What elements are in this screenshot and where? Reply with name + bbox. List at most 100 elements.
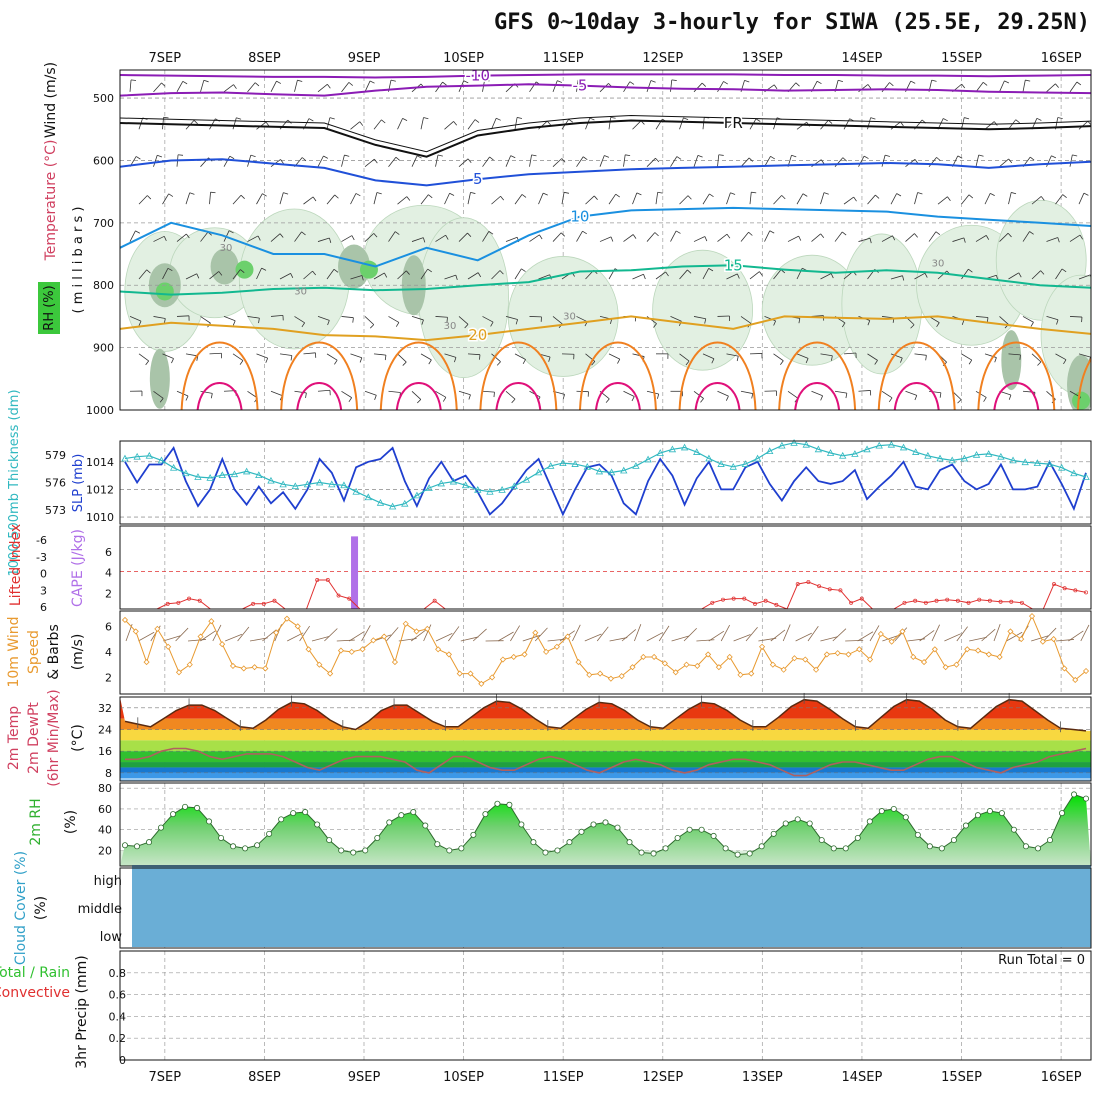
- wind-barb-staff: [444, 193, 450, 205]
- wind-barb-flag: [428, 359, 432, 365]
- ylabel-thickness: 1000-500mb Thickness (dm): [7, 389, 22, 576]
- wind10m-barb: [584, 633, 602, 642]
- cape-tick: 4: [105, 567, 112, 580]
- wind-speed-marker: [651, 653, 658, 661]
- wind-speed-marker: [802, 656, 809, 663]
- temp-contour-20: [120, 315, 1091, 342]
- wind-barb-staff: [153, 390, 164, 399]
- wind-barb-flag: [853, 196, 857, 202]
- contour-arch-magenta: [893, 382, 940, 410]
- wind-barb-staff: [482, 156, 490, 167]
- wind-barb-flag: [687, 195, 692, 200]
- wind10m-barb: [956, 626, 968, 642]
- lifted-index-marker: [934, 598, 939, 603]
- thickness-marker: [571, 460, 579, 467]
- thickness-marker: [522, 475, 531, 483]
- wind-barb-staff: [153, 155, 158, 167]
- rh-marker: [866, 818, 873, 825]
- rh-marker: [458, 845, 465, 852]
- wind-barb-staff: [726, 120, 735, 130]
- wind-barb-flag: [985, 235, 990, 240]
- wind-barb-staff: [458, 232, 468, 242]
- wind-barb-flag: [453, 121, 458, 126]
- rh-tick: 40: [98, 824, 112, 837]
- thickness-marker: [595, 467, 604, 475]
- wind-barb-staff: [279, 192, 284, 205]
- wind-barb-staff: [1031, 196, 1042, 205]
- wind-barb-staff: [646, 80, 652, 92]
- wind-speed-marker: [812, 666, 820, 673]
- wind-barb-staff: [599, 155, 605, 167]
- thickness-marker: [826, 449, 835, 456]
- thickness-marker: [972, 450, 981, 458]
- wind-barb-flag: [484, 79, 490, 82]
- wind-barb-staff: [717, 233, 728, 242]
- rh-marker: [374, 834, 381, 841]
- wind-barb-flag: [968, 194, 974, 199]
- wind10m-barb: [287, 632, 304, 642]
- wind-barb-staff: [702, 193, 710, 205]
- rh-marker: [662, 845, 669, 852]
- wind-barb-flag: [805, 358, 809, 364]
- temp-contour-15: [120, 264, 1091, 296]
- lifted-index-line: [125, 579, 1087, 610]
- rh-high-spot: [1072, 391, 1091, 410]
- wind-barb-flag: [709, 193, 714, 198]
- contour-label: 10: [570, 208, 589, 226]
- wind-speed-marker: [283, 615, 291, 622]
- wind-barb-flag: [802, 193, 808, 197]
- date-label-top: 12SEP: [642, 51, 683, 66]
- thickness-marker: [729, 462, 737, 470]
- rh-marker: [878, 808, 885, 815]
- wind-barb-staff: [1094, 316, 1100, 324]
- wind-barb-flag: [167, 267, 173, 272]
- wind-barb-flag: [329, 117, 335, 120]
- thickness-marker: [425, 484, 433, 491]
- panel-frame-upper_air: [119, 69, 1092, 411]
- wind-barb-flag: [798, 318, 801, 324]
- wind-barb-flag: [258, 318, 260, 324]
- wind-barb-staff: [373, 353, 386, 356]
- rh-marker: [962, 822, 969, 829]
- wind-barb-staff: [529, 234, 540, 242]
- wind-barb-staff: [303, 270, 313, 280]
- wind-barb-staff: [552, 232, 562, 242]
- thickness-marker: [802, 440, 810, 448]
- wind-speed-marker: [769, 661, 776, 668]
- wind-barb-staff: [576, 230, 583, 242]
- ylabel-cloudunit: (%): [33, 896, 49, 920]
- wind-barb-staff: [138, 195, 148, 205]
- wind-barb-flag: [604, 155, 610, 158]
- thickness-marker: [388, 502, 397, 510]
- wind-barb-staff: [209, 192, 211, 205]
- wind-barb-flag: [983, 397, 987, 402]
- wind-barb-flag: [186, 233, 190, 239]
- wind-tick: 6: [105, 620, 112, 633]
- wind-speed-marker: [899, 628, 906, 635]
- wind-barb-staff: [773, 195, 782, 205]
- wind10m-barb: [324, 628, 338, 642]
- wind-barb-staff: [317, 316, 330, 321]
- thickness-tick: 576: [45, 477, 66, 490]
- wind-barb-staff: [834, 231, 843, 242]
- wind10m-barb: [200, 630, 216, 642]
- wind-barb-flag: [748, 157, 754, 162]
- wind-speed-marker: [575, 659, 582, 666]
- wind-barb-staff: [646, 157, 656, 167]
- wind-barb-flag: [1019, 354, 1021, 360]
- wind10m-barb: [175, 627, 189, 642]
- wind10m-barb: [596, 626, 609, 642]
- contour-arch-magenta: [1094, 383, 1100, 410]
- thickness-marker: [133, 452, 141, 460]
- wind-barb-flag: [557, 80, 563, 83]
- wind-barb-staff: [514, 353, 526, 360]
- wind-barb-flag: [500, 196, 505, 201]
- cape-tick: 2: [105, 587, 112, 600]
- wind10m-barb: [696, 639, 715, 642]
- ylabel-minmax: (6hr Min/Max): [46, 689, 62, 786]
- wind-barb-staff: [247, 82, 256, 93]
- rh-contour-label: 30: [220, 243, 233, 254]
- contour-label: -5: [572, 77, 587, 95]
- li-tick: -3: [36, 551, 47, 564]
- wind-barb-flag: [1062, 194, 1067, 198]
